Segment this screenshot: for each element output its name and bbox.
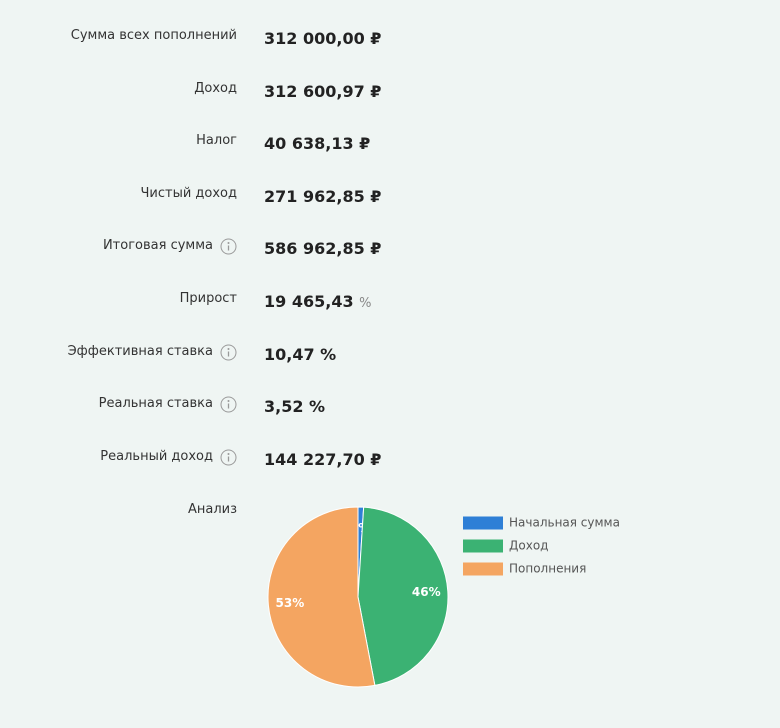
- info-icon[interactable]: [220, 238, 237, 255]
- value-text: 40 638,13 ₽: [264, 134, 371, 154]
- value-text: 144 227,70 ₽: [264, 449, 382, 469]
- legend-label: Начальная сумма: [509, 516, 620, 530]
- legend-swatch: [463, 562, 503, 576]
- row-label: Сумма всех пополнений: [70, 28, 237, 43]
- row-label: Прирост: [179, 291, 237, 306]
- row-value: 312 600,97 ₽: [264, 82, 381, 102]
- row-value: 19 465,43 %: [264, 292, 372, 314]
- value-text: 3,52 %: [264, 397, 326, 417]
- row-label: Эффективная ставка: [67, 343, 213, 359]
- info-icon[interactable]: [220, 344, 237, 361]
- row-value: 312 000,00 ₽: [264, 29, 381, 49]
- row-value: 40 638,13 ₽: [264, 134, 370, 154]
- legend-label: Пополнения: [509, 562, 586, 576]
- value-text: 19 465,43: [264, 292, 354, 311]
- slice-label: 46%: [412, 585, 441, 599]
- row-label: Итоговая сумма: [102, 238, 213, 254]
- slice-label: 53%: [276, 596, 305, 610]
- info-icon[interactable]: [220, 396, 237, 413]
- legend-label: Доход: [509, 539, 548, 553]
- pie-slice: [357, 506, 449, 686]
- row-label: Реальный доход: [100, 448, 213, 464]
- value-unit: %: [359, 296, 372, 311]
- row-label: Налог: [196, 133, 237, 149]
- value-text: 10,47 %: [264, 344, 337, 364]
- row-label: Доход: [194, 80, 237, 96]
- row-value: 10,47 %: [264, 345, 336, 365]
- value-text: 312 600,97 ₽: [264, 81, 382, 101]
- legend-swatch: [463, 516, 503, 530]
- row-label: Реальная ставка: [98, 396, 213, 412]
- value-text: 312 000,00 ₽: [264, 29, 382, 48]
- row-label: Чистый доход: [140, 185, 237, 201]
- row-value: 586 962,85 ₽: [264, 239, 381, 259]
- pie-slice: [267, 506, 376, 688]
- value-text: 271 962,85 ₽: [264, 186, 382, 206]
- analysis-label: Анализ: [187, 502, 237, 517]
- legend-swatch: [463, 539, 503, 553]
- info-icon[interactable]: [220, 449, 237, 466]
- row-value: 3,52 %: [264, 397, 325, 417]
- row-value: 271 962,85 ₽: [264, 187, 381, 207]
- row-value: 144 227,70 ₽: [264, 450, 381, 470]
- value-text: 586 962,85 ₽: [264, 239, 382, 259]
